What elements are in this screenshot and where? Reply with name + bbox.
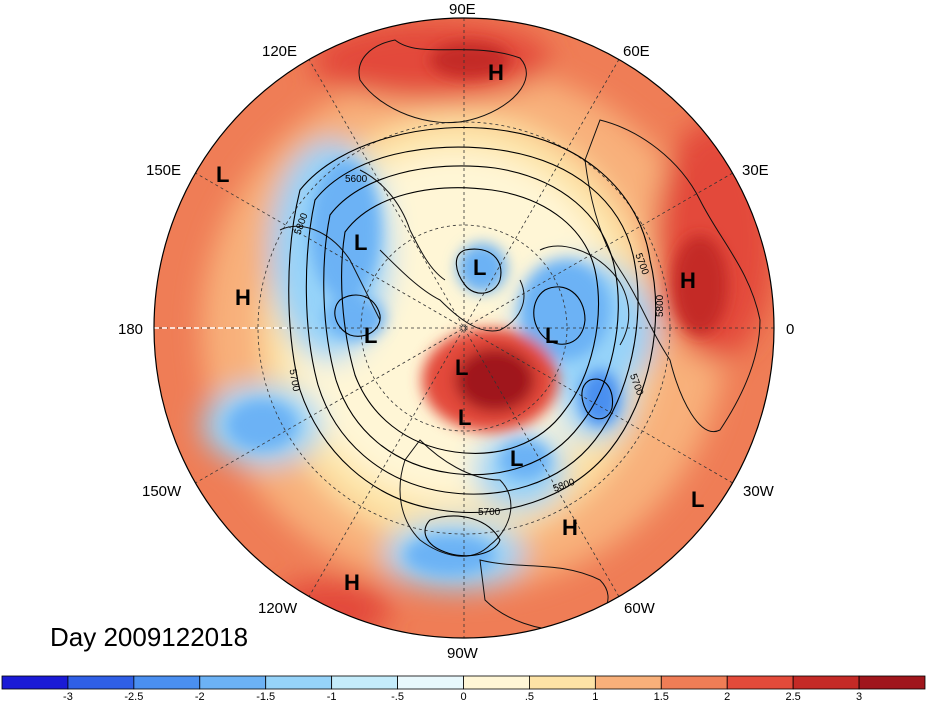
colorbar-tick-label: -1	[327, 691, 337, 702]
colorbar-swatch	[858, 675, 926, 690]
longitude-label: 120E	[262, 43, 297, 60]
colorbar-tick-label: -2.5	[124, 691, 143, 702]
colorbar-swatch	[660, 675, 728, 690]
colorbar-tick-label: 1.5	[654, 691, 669, 702]
colorbar-tick-label: 2	[724, 691, 730, 702]
pressure-center-label: L	[364, 323, 377, 348]
colorbar-tick-label: -.5	[391, 691, 404, 702]
pressure-center-label: L	[458, 405, 471, 430]
colorbar-tick-label: 3	[856, 691, 862, 702]
colorbar-tick-label: -2	[195, 691, 205, 702]
colorbar-tick-label: 1	[592, 691, 598, 702]
contour-label: 5700	[478, 507, 501, 518]
pressure-center-label: H	[562, 515, 578, 540]
contour-label: 5800	[655, 294, 666, 317]
height-contours	[288, 126, 657, 557]
pressure-center-label: H	[680, 268, 696, 293]
colorbar-tick-label: -3	[63, 691, 73, 702]
pressure-center-label: L	[216, 162, 229, 187]
pressure-center-label: H	[488, 60, 504, 85]
colorbar-tick-label: .5	[525, 691, 534, 702]
colorbar: -3 -2.5 -2 -1.5 -1 -.5 0 .5 1 1.5 2 2.5 3	[1, 675, 926, 702]
longitude-label: 60E	[623, 43, 650, 60]
colorbar-tick-label: 2.5	[785, 691, 800, 702]
contour-labels: 5600 5800 5700 5700 5800 5700 5800 5700	[287, 174, 666, 518]
pressure-center-label: L	[510, 446, 523, 471]
longitude-label: 180	[118, 321, 143, 338]
anomaly-field	[154, 18, 774, 638]
date-title: Day 2009122018	[50, 622, 248, 652]
pressure-center-label: L	[545, 323, 558, 348]
pressure-center-label: L	[473, 255, 486, 280]
longitude-label: 30E	[742, 162, 769, 179]
longitude-label: 150W	[142, 483, 182, 500]
map-border	[153, 17, 775, 639]
graticule	[154, 18, 774, 638]
colorbar-swatch	[529, 675, 596, 690]
contour-label: 5600	[345, 174, 368, 185]
colorbar-swatch	[331, 675, 398, 690]
colorbar-swatch	[463, 675, 530, 690]
longitude-label: 30W	[743, 483, 775, 500]
colorbar-swatch	[792, 675, 860, 690]
colorbar-tick-label: 0	[460, 691, 466, 702]
colorbar-swatch	[67, 675, 135, 690]
colorbar-swatch	[265, 675, 333, 690]
longitude-labels: 90E 60E 30E 0 30W 60W 90W 120W 150W 180 …	[118, 1, 794, 662]
colorbar-swatch	[726, 675, 794, 690]
longitude-label: 0	[786, 321, 794, 338]
longitude-label: 60W	[624, 600, 656, 617]
pressure-center-label: H	[235, 285, 251, 310]
colorbar-tick-label: -1.5	[256, 691, 275, 702]
colorbar-swatch	[199, 675, 267, 690]
contour-label: 5700	[287, 368, 302, 392]
pressure-center-label: H	[344, 570, 360, 595]
pressure-center-label: L	[691, 487, 704, 512]
longitude-label: 150E	[146, 162, 181, 179]
colorbar-swatch	[133, 675, 201, 690]
longitude-label: 90W	[447, 645, 479, 662]
longitude-label: 90E	[449, 1, 476, 18]
pressure-center-labels: H L H L L L L L L L H H L H	[216, 60, 704, 595]
colorbar-swatch	[1, 675, 69, 690]
colorbar-swatch	[594, 675, 662, 690]
pressure-center-label: L	[354, 230, 367, 255]
longitude-label: 120W	[258, 600, 298, 617]
pressure-center-label: L	[455, 355, 468, 380]
colorbar-swatch	[397, 675, 464, 690]
